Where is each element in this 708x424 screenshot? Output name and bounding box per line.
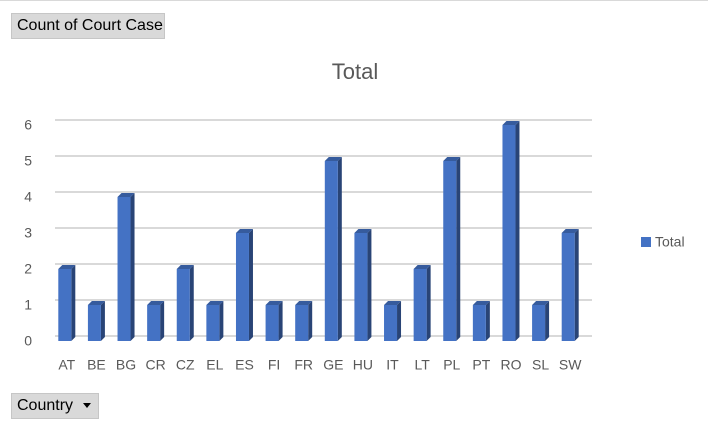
bar-side — [397, 301, 402, 341]
bar — [265, 305, 279, 341]
y-tick-label: 0 — [24, 333, 32, 349]
bar-top — [87, 301, 105, 305]
bar-side — [248, 229, 253, 341]
bar-side — [189, 265, 194, 341]
bar-side — [337, 157, 342, 341]
bar-top — [472, 301, 490, 305]
bar — [384, 305, 398, 341]
dropdown-arrow[interactable] — [83, 403, 92, 409]
x-tick-label: GE — [323, 357, 343, 373]
x-tick-label: PL — [443, 357, 460, 373]
x-tick-label: SW — [559, 357, 582, 373]
y-tick-label: 2 — [24, 261, 32, 277]
x-tick-label: FR — [294, 357, 313, 373]
bar — [502, 125, 516, 341]
bar-side — [278, 301, 283, 341]
bar-top — [147, 301, 165, 305]
x-tick-label: AT — [58, 357, 75, 373]
bar — [87, 305, 101, 341]
value-field-button[interactable]: Count of Court Case — [11, 13, 165, 39]
bar-top — [58, 265, 76, 269]
bar-side — [219, 301, 224, 341]
bar — [532, 305, 546, 341]
x-tick-label: CR — [146, 357, 166, 373]
bar — [472, 305, 486, 341]
bar-side — [485, 301, 490, 341]
bar — [235, 233, 249, 341]
bar — [443, 161, 457, 341]
bar-top — [413, 265, 431, 269]
bar-top — [324, 157, 342, 161]
x-tick-label: IT — [386, 357, 399, 373]
bar-top — [295, 301, 313, 305]
x-tick-label: EL — [206, 357, 223, 373]
bar-side — [130, 193, 135, 341]
bar-side — [367, 229, 372, 341]
bar-top — [176, 265, 194, 269]
bar-top — [384, 301, 402, 305]
chart-title: Total — [332, 59, 378, 84]
bar — [206, 305, 220, 341]
x-tick-label: SL — [532, 357, 549, 373]
bar — [413, 269, 427, 341]
bar-side — [160, 301, 165, 341]
bar-side — [71, 265, 76, 341]
bar — [58, 269, 72, 341]
bar — [354, 233, 368, 341]
axis-field-button[interactable]: Country — [11, 393, 99, 419]
bar-top — [117, 193, 135, 197]
x-tick-label: LT — [414, 357, 430, 373]
bar — [561, 233, 575, 341]
y-tick-label: 5 — [24, 153, 32, 169]
bar — [176, 269, 190, 341]
bar-side — [456, 157, 461, 341]
y-tick-label: 3 — [24, 225, 32, 241]
bar-side — [545, 301, 550, 341]
x-tick-label: BG — [116, 357, 136, 373]
y-tick-label: 6 — [24, 117, 32, 133]
bar — [117, 197, 131, 341]
legend-swatch — [641, 237, 651, 247]
bar — [324, 161, 338, 341]
x-tick-label: ES — [235, 357, 254, 373]
bar-side — [100, 301, 105, 341]
y-tick-label: 1 — [24, 297, 32, 313]
bar-top — [561, 229, 579, 233]
bar-side — [426, 265, 431, 341]
x-tick-label: FI — [268, 357, 280, 373]
bar-top — [443, 157, 461, 161]
bar-top — [265, 301, 283, 305]
bar — [147, 305, 161, 341]
bar-top — [532, 301, 550, 305]
bar — [295, 305, 309, 341]
bar-side — [515, 121, 520, 341]
axis-field-label: Country — [17, 397, 74, 414]
bar-side — [574, 229, 579, 341]
bar-top — [235, 229, 253, 233]
bar-top — [206, 301, 224, 305]
bar-top — [502, 121, 520, 125]
x-tick-label: HU — [353, 357, 373, 373]
bar-top — [354, 229, 372, 233]
bar-side — [308, 301, 313, 341]
x-tick-label: CZ — [176, 357, 195, 373]
x-tick-label: PT — [472, 357, 490, 373]
x-tick-label: BE — [87, 357, 106, 373]
legend-label: Total — [655, 234, 685, 250]
y-tick-label: 4 — [24, 189, 32, 205]
x-tick-label: RO — [500, 357, 521, 373]
